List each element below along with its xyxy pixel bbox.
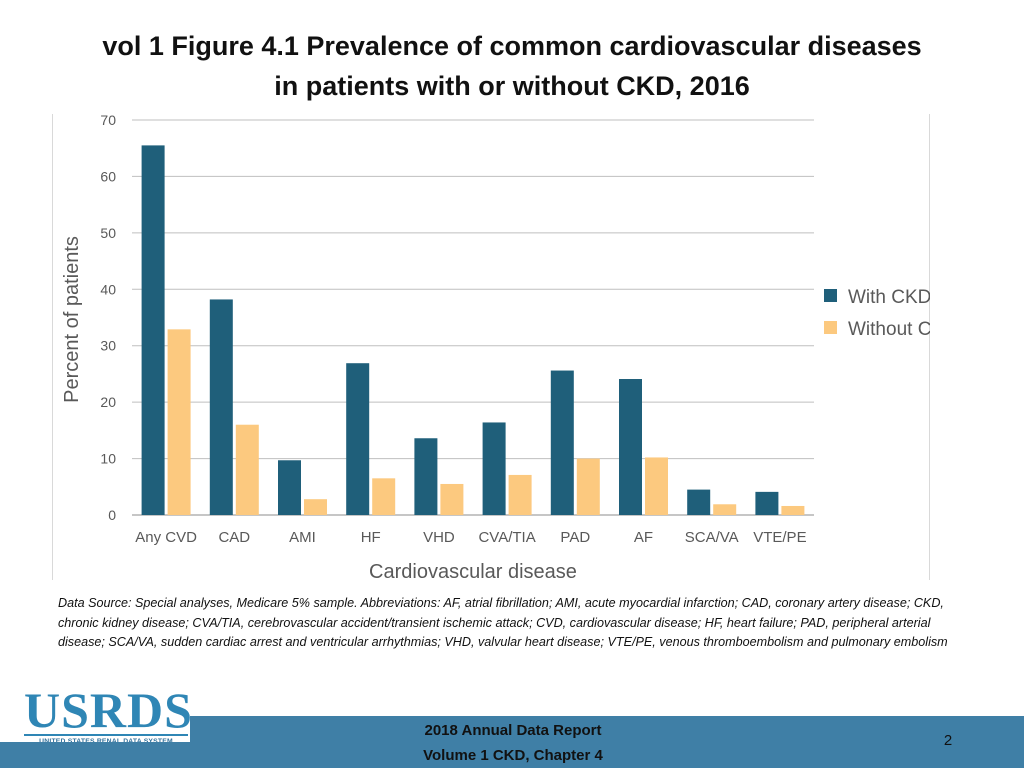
x-tick-label: VTE/PE bbox=[753, 529, 806, 546]
bar-with-ckd bbox=[755, 491, 779, 515]
page-number: 2 bbox=[943, 732, 953, 749]
logo-divider bbox=[24, 734, 188, 736]
x-tick-label: HF bbox=[361, 529, 381, 546]
bar-with-ckd bbox=[346, 363, 370, 515]
bar-without-ckd bbox=[713, 504, 737, 515]
bar-chart: 0 10 20 30 40 50 60 70 Any CVD CAD AMI HF VHD CVA/TIA… bbox=[61, 114, 930, 580]
bar-without-ckd bbox=[235, 424, 259, 515]
y-tick-label: 50 bbox=[100, 225, 116, 241]
bar-without-ckd bbox=[645, 457, 668, 515]
bar-with-ckd bbox=[687, 489, 711, 515]
x-tick-label: AF bbox=[634, 529, 653, 546]
chart-frame-left-border bbox=[52, 114, 53, 580]
footer-report-line-2: Volume 1 CKD, Chapter 4 bbox=[423, 747, 603, 764]
x-tick-label: AMI bbox=[289, 529, 316, 546]
legend-swatch-without-ckd bbox=[824, 321, 837, 334]
bar-without-ckd bbox=[781, 505, 805, 515]
bar-without-ckd bbox=[440, 483, 464, 515]
x-tick-label: CAD bbox=[218, 529, 250, 546]
chart-frame-right-border bbox=[929, 114, 930, 580]
bar-without-ckd bbox=[167, 329, 191, 515]
bar-without-ckd bbox=[372, 478, 396, 515]
y-tick-label: 30 bbox=[100, 338, 116, 354]
bar-with-ckd bbox=[550, 370, 574, 515]
slide-title-line-1: vol 1 Figure 4.1 Prevalence of common ca… bbox=[102, 31, 922, 61]
y-axis-title: Percent of patients bbox=[61, 236, 83, 403]
footer-bar bbox=[190, 716, 1024, 768]
legend-label-with-ckd: With CKD bbox=[848, 287, 930, 308]
y-tick-label: 70 bbox=[100, 114, 116, 128]
x-tick-label: CVA/TIA bbox=[478, 529, 535, 546]
logo-main-text: USRDS bbox=[24, 682, 193, 738]
logo-subtitle: UNITED STATES RENAL DATA SYSTEM bbox=[24, 737, 188, 747]
bar-without-ckd bbox=[576, 458, 600, 515]
legend-label-without-ckd: Without CKD bbox=[848, 319, 930, 340]
data-source-footnote: Data Source: Special analyses, Medicare … bbox=[58, 596, 948, 649]
bar-without-ckd bbox=[304, 499, 327, 515]
y-tick-label: 10 bbox=[100, 451, 116, 467]
bar-with-ckd bbox=[209, 299, 233, 515]
x-tick-label: VHD bbox=[423, 529, 455, 546]
legend-swatch-with-ckd bbox=[824, 289, 837, 302]
x-axis-title: Cardiovascular disease bbox=[369, 561, 577, 580]
x-tick-label: SCA/VA bbox=[685, 529, 739, 546]
chart-frame: 0 10 20 30 40 50 60 70 Any CVD CAD AMI HF VHD CVA/TIA… bbox=[52, 114, 930, 580]
bar-with-ckd bbox=[278, 460, 301, 515]
y-tick-label: 0 bbox=[108, 507, 116, 523]
y-tick-label: 20 bbox=[100, 394, 116, 410]
y-tick-label: 60 bbox=[100, 168, 116, 184]
footer-report-label: 2018 Annual Data Report Volume 1 CKD, Ch… bbox=[388, 718, 638, 768]
y-tick-label: 40 bbox=[100, 281, 116, 297]
bar-with-ckd bbox=[482, 422, 506, 515]
usrds-logo: USRDS UNITED STATES RENAL DATA SYSTEM bbox=[24, 682, 193, 748]
footer-report-line-1: 2018 Annual Data Report bbox=[424, 722, 602, 739]
bar-with-ckd bbox=[414, 438, 438, 515]
x-tick-label: Any CVD bbox=[135, 529, 197, 546]
slide-title: vol 1 Figure 4.1 Prevalence of common ca… bbox=[0, 26, 1024, 106]
slide-title-line-2: in patients with or without CKD, 2016 bbox=[274, 71, 750, 101]
bar-without-ckd bbox=[508, 474, 532, 515]
bar-with-ckd bbox=[619, 379, 642, 515]
bar-with-ckd bbox=[141, 145, 165, 515]
x-tick-label: PAD bbox=[560, 529, 590, 546]
footer-bar-left bbox=[0, 742, 190, 768]
